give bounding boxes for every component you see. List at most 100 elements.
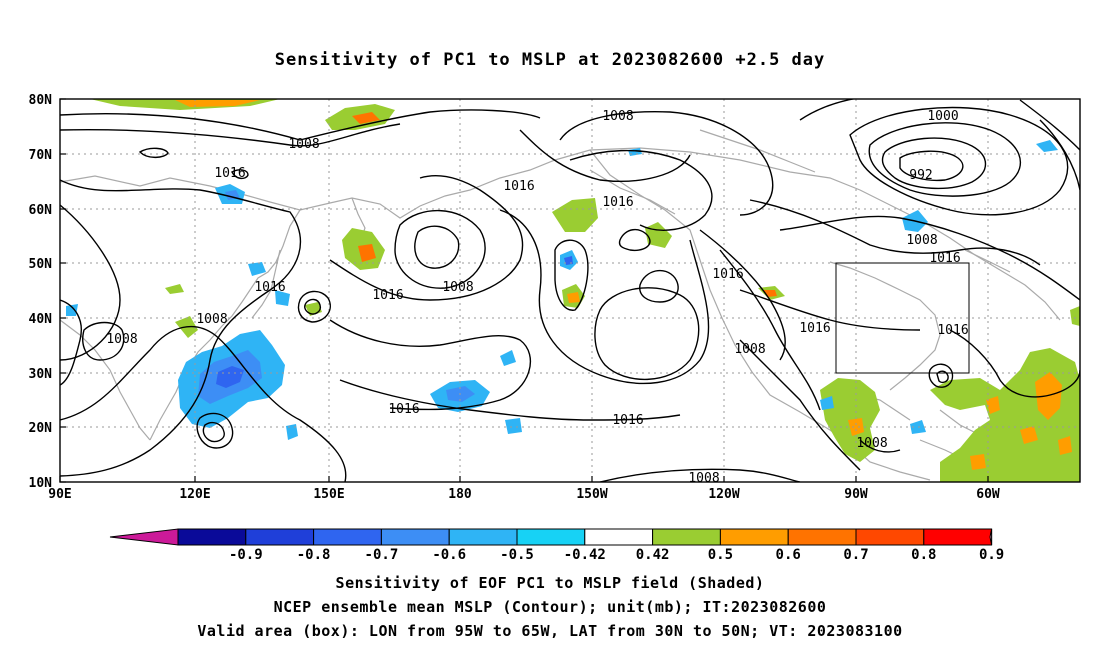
shade-positive-core bbox=[848, 418, 864, 436]
contour-label: 992 bbox=[909, 168, 932, 183]
lon-tick-label: 180 bbox=[448, 487, 472, 502]
colorbar-tick-label: -0.42 bbox=[564, 547, 606, 563]
shade-negative bbox=[66, 304, 78, 316]
colorbar-segment bbox=[787, 528, 857, 546]
colorbar-tick-label: 0.6 bbox=[776, 547, 801, 563]
contour-label: 1008 bbox=[442, 280, 473, 295]
colorbar-segment bbox=[448, 528, 518, 546]
contour-label: 1016 bbox=[612, 413, 643, 428]
caption-valid-area: Valid area (box): LON from 95W to 65W, L… bbox=[197, 622, 903, 640]
lat-tick-label: 70N bbox=[29, 148, 53, 163]
sensitivity-shading bbox=[66, 99, 1080, 482]
colorbar-tick-label: -0.5 bbox=[500, 547, 534, 563]
shade-negative bbox=[248, 262, 266, 276]
contour-label: 1016 bbox=[602, 195, 633, 210]
contour-label-group: 1008 1008 1016 1016 1008 1016 1016 1016 … bbox=[106, 109, 968, 486]
colorbar-tick-label: 0.7 bbox=[843, 547, 868, 563]
shade-positive-core bbox=[970, 454, 986, 470]
shade-negative-core bbox=[216, 366, 244, 388]
colorbar-tick-label: -0.9 bbox=[229, 547, 263, 563]
contour-label: 1016 bbox=[254, 280, 285, 295]
shade-positive-core bbox=[175, 100, 260, 107]
colorbar-tick-label: -0.7 bbox=[365, 547, 399, 563]
mslp-contours bbox=[60, 99, 1080, 482]
colorbar-segment bbox=[380, 528, 450, 546]
contour-label: 1016 bbox=[214, 166, 245, 181]
shade-positive-core bbox=[352, 112, 380, 124]
contour-label: 1016 bbox=[388, 402, 419, 417]
lat-tick-label: 60N bbox=[29, 203, 53, 218]
contour-label: 1008 bbox=[906, 233, 937, 248]
contour-label: 1000 bbox=[927, 109, 958, 124]
shade-negative bbox=[1036, 140, 1058, 152]
colorbar-segment bbox=[923, 528, 993, 546]
colorbar: -0.9 -0.8 -0.7 -0.6 -0.5 -0.42 0.42 0.5 0.6 0.7 0.… bbox=[109, 528, 1004, 563]
contour-label: 1016 bbox=[937, 323, 968, 338]
contour-label: 1008 bbox=[734, 342, 765, 357]
shade-negative bbox=[505, 418, 522, 434]
lat-axis-labels: 80N 70N 60N 50N 40N 30N 20N 10N bbox=[29, 93, 53, 491]
shade-positive bbox=[165, 284, 184, 294]
contour-label: 1008 bbox=[688, 471, 719, 486]
lat-tick-label: 10N bbox=[29, 476, 53, 491]
shade-positive bbox=[552, 198, 598, 232]
coastlines bbox=[60, 129, 1061, 482]
axis-ticks bbox=[59, 98, 989, 483]
shade-positive-core bbox=[358, 244, 376, 262]
colorbar-tick-label: 0.9 bbox=[979, 547, 1004, 563]
contour-label: 1016 bbox=[799, 321, 830, 336]
map-plot-area: 1008 1008 1016 1016 1008 1016 1016 1016 … bbox=[60, 99, 1080, 486]
colorbar-tick-label: 0.5 bbox=[708, 547, 733, 563]
contour-label: 1016 bbox=[372, 288, 403, 303]
contour-label: 1008 bbox=[288, 137, 319, 152]
colorbar-segment bbox=[652, 528, 721, 546]
colorbar-tick-label: 0.8 bbox=[911, 547, 936, 563]
shade-positive-core bbox=[986, 396, 1000, 414]
contour-label: 1016 bbox=[503, 179, 534, 194]
lon-tick-label: 60W bbox=[976, 487, 1000, 502]
page-title: Sensitivity of PC1 to MSLP at 2023082600… bbox=[274, 50, 826, 70]
colorbar-tick-label: 0.42 bbox=[636, 547, 670, 563]
contour-label: 1016 bbox=[712, 267, 743, 282]
plot-frame bbox=[59, 98, 1081, 483]
lat-tick-label: 80N bbox=[29, 93, 53, 108]
lon-tick-label: 150W bbox=[576, 487, 607, 502]
contour-label: 1008 bbox=[196, 312, 227, 327]
shade-positive-core bbox=[567, 292, 580, 303]
lon-tick-label: 120E bbox=[179, 487, 210, 502]
lat-lon-grid bbox=[60, 99, 1080, 482]
lat-tick-label: 50N bbox=[29, 257, 53, 272]
contour-label: 1008 bbox=[856, 436, 887, 451]
colorbar-segment bbox=[516, 528, 586, 546]
shade-positive-core bbox=[1020, 426, 1038, 444]
colorbar-tick-label: -0.6 bbox=[432, 547, 466, 563]
colorbar-segment bbox=[177, 528, 247, 546]
shade-positive-core bbox=[1058, 436, 1072, 455]
lat-tick-label: 20N bbox=[29, 421, 53, 436]
contour-label: 1008 bbox=[106, 332, 137, 347]
lat-tick-label: 30N bbox=[29, 367, 53, 382]
lon-tick-label: 90W bbox=[844, 487, 868, 502]
lon-tick-label: 120W bbox=[708, 487, 739, 502]
valid-area-box bbox=[835, 262, 970, 374]
colorbar-low-extend bbox=[109, 528, 179, 546]
colorbar-segment bbox=[855, 528, 925, 546]
shade-negative bbox=[275, 290, 290, 306]
lat-tick-label: 40N bbox=[29, 312, 53, 327]
colorbar-segment bbox=[719, 528, 789, 546]
shade-negative bbox=[820, 396, 834, 410]
lon-axis-labels: 90E 120E 150E 180 150W 120W 90W 60W bbox=[48, 487, 1000, 502]
colorbar-segment bbox=[584, 528, 654, 546]
caption-shading: Sensitivity of EOF PC1 to MSLP field (Sh… bbox=[335, 574, 765, 592]
lon-tick-label: 150E bbox=[313, 487, 344, 502]
contour-label: 1008 bbox=[602, 109, 633, 124]
colorbar-segment bbox=[313, 528, 382, 546]
caption-contour: NCEP ensemble mean MSLP (Contour); unit(… bbox=[273, 598, 827, 616]
colorbar-tick-label: -0.8 bbox=[297, 547, 331, 563]
contour-label: 1016 bbox=[929, 251, 960, 266]
lon-tick-label: 90E bbox=[48, 487, 71, 502]
colorbar-segment bbox=[245, 528, 315, 546]
colorbar-high-extend bbox=[989, 528, 993, 546]
shade-negative bbox=[286, 424, 298, 440]
